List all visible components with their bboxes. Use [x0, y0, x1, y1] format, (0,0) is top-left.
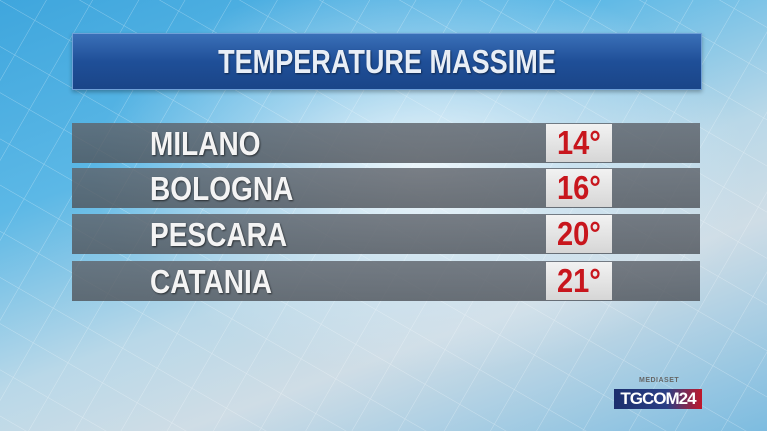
title-bar: TEMPERATURE MASSIME	[72, 33, 702, 90]
tgcom24-logo: TG COM 24	[614, 389, 702, 409]
mediaset-label: MEDIASET	[639, 377, 680, 384]
city-name: CATANIA	[150, 263, 273, 300]
city-row: BOLOGNA 16°	[72, 168, 700, 208]
city-name: MILANO	[150, 125, 261, 162]
city-row: MILANO 14°	[72, 123, 700, 163]
city-name: PESCARA	[150, 216, 288, 253]
city-row: CATANIA 21°	[72, 261, 700, 301]
logo-tg: TG	[620, 389, 643, 408]
temperature-value: 20°	[557, 215, 601, 252]
temperature-box: 14°	[546, 124, 612, 162]
page-title: TEMPERATURE MASSIME	[218, 42, 556, 80]
temperature-value: 21°	[557, 262, 601, 299]
city-row: PESCARA 20°	[72, 214, 700, 254]
temperature-value: 14°	[557, 124, 601, 161]
temperature-box: 16°	[546, 169, 612, 207]
temperature-value: 16°	[557, 169, 601, 206]
logo-24: 24	[678, 389, 697, 408]
temperature-box: 20°	[546, 215, 612, 253]
temperature-box: 21°	[546, 262, 612, 300]
city-name: BOLOGNA	[150, 170, 294, 207]
logo-com: COM	[642, 389, 680, 408]
